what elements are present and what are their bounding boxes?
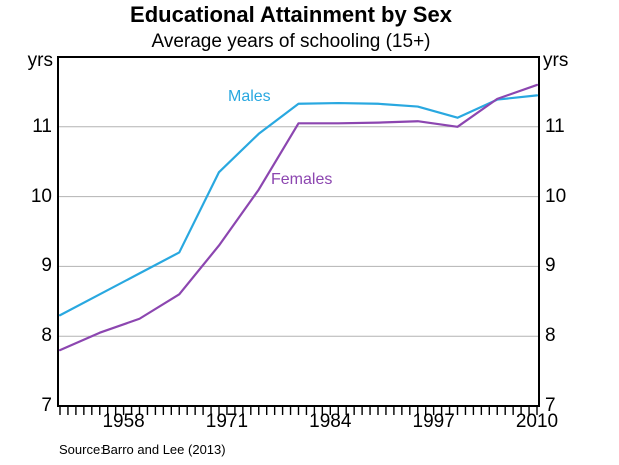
males-series-label: Males <box>228 88 271 105</box>
source-label: Source: <box>59 442 104 457</box>
x-tick-label: 1958 <box>102 411 145 432</box>
chart-subtitle: Average years of schooling (15+) <box>151 31 431 52</box>
source-value: Barro and Lee (2013) <box>102 442 226 457</box>
males-line <box>58 94 539 317</box>
y-tick-label-left: 7 <box>41 395 52 416</box>
y-tick-label-left: 9 <box>41 255 52 277</box>
axis-frame <box>57 56 540 407</box>
y-tick-label-right: 7 <box>545 395 556 416</box>
y-tick-label-left: 8 <box>41 325 52 347</box>
x-tick-label: 1997 <box>412 411 455 432</box>
y-tick-label-left: 10 <box>30 185 52 207</box>
x-tick-label: 1984 <box>309 411 352 432</box>
y-axis-unit-left: yrs <box>27 50 53 71</box>
y-tick-label-left: 11 <box>32 115 52 137</box>
females-line <box>58 83 539 352</box>
y-tick-label-right: 11 <box>545 115 565 137</box>
y-axis-unit-right: yrs <box>543 50 569 71</box>
females-series-label: Females <box>271 171 333 188</box>
y-tick-label-right: 8 <box>545 325 556 347</box>
y-tick-label-right: 10 <box>545 185 567 207</box>
x-tick-label: 1971 <box>205 411 249 432</box>
y-tick-label-right: 9 <box>545 255 556 277</box>
chart-title: Educational Attainment by Sex <box>130 2 452 27</box>
x-tick-label: 2010 <box>515 411 559 432</box>
